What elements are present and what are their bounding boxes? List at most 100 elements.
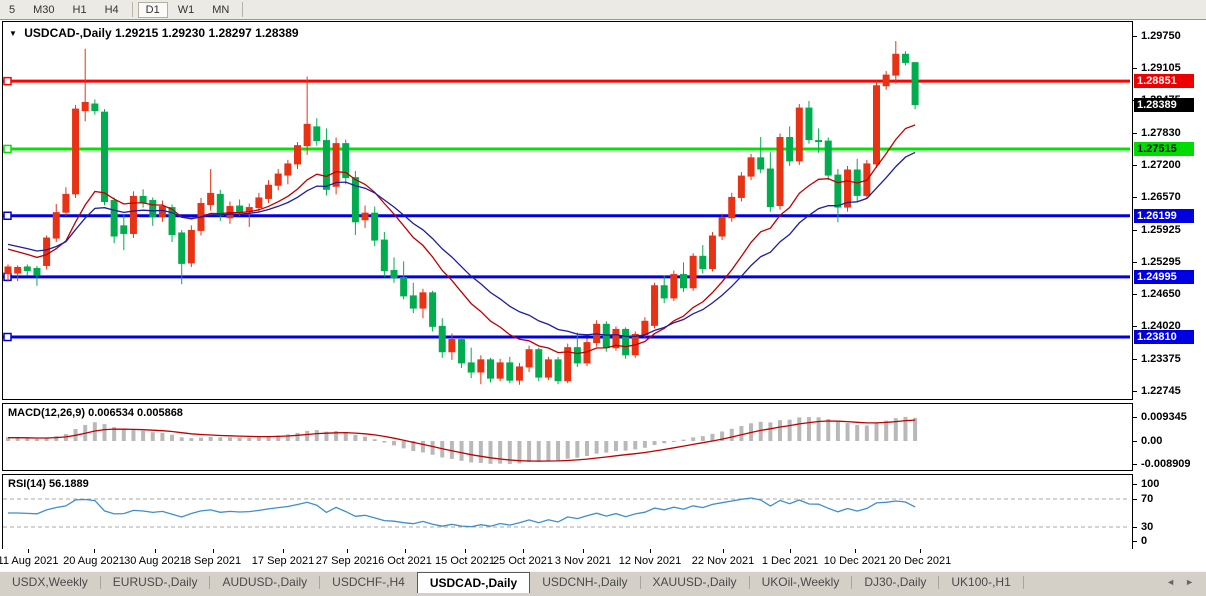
macd-bar — [797, 417, 802, 441]
candle-body — [815, 140, 823, 143]
chart-tab-usdcnh-daily[interactable]: USDCNH-,Daily — [542, 575, 628, 589]
candle-body — [786, 137, 794, 162]
candle-body — [110, 199, 118, 237]
macd-bar — [787, 419, 792, 441]
macd-bar — [256, 437, 261, 441]
macd-bar — [112, 427, 117, 441]
rsi-chart[interactable] — [3, 475, 1130, 548]
horizontal-level-lines[interactable] — [3, 76, 1130, 342]
macd-bar — [247, 437, 252, 441]
candle-body — [699, 255, 707, 269]
axis-tick — [1133, 294, 1137, 296]
candle-body — [72, 108, 80, 195]
candle-body — [207, 192, 215, 206]
time-axis[interactable]: 11 Aug 2021 20 Aug 2021 30 Aug 2021 8 Sep 2… — [0, 549, 1133, 571]
candle-body — [766, 168, 774, 208]
candle-body — [52, 212, 60, 239]
macd-tick-label: 0.00 — [1141, 435, 1163, 447]
candle-body — [43, 237, 51, 266]
macd-bar — [855, 425, 860, 441]
macd-bar — [778, 420, 782, 441]
macd-chart[interactable] — [3, 404, 1130, 468]
macd-bar — [170, 434, 175, 441]
rsi-panel[interactable]: RSI(14) 56.1889 — [2, 474, 1133, 551]
candle-body — [911, 62, 919, 106]
candle-body — [332, 143, 340, 187]
chart-title: ▼ USDCAD-,Daily 1.29215 1.29230 1.28297 … — [9, 26, 299, 40]
level-line-handle[interactable] — [3, 332, 12, 342]
macd-bar — [642, 441, 647, 448]
level-line-handle[interactable] — [3, 211, 12, 221]
toolbar-separator — [242, 2, 244, 17]
macd-bar — [768, 422, 773, 441]
macd-bar — [420, 441, 425, 453]
macd-bar — [633, 441, 638, 450]
date-tick — [523, 549, 524, 553]
candle-body — [458, 339, 466, 364]
timeframe-button-5[interactable]: 5 — [9, 3, 16, 16]
date-tick — [920, 549, 921, 553]
candlestick-chart[interactable] — [3, 22, 1130, 397]
candle-body — [602, 323, 610, 349]
chart-tab-usdchf-h4[interactable]: USDCHF-,H4 — [332, 575, 405, 589]
candle-body — [23, 266, 31, 272]
chart-symbol: USDCAD-,Daily — [24, 26, 112, 40]
chart-tab-xauusd-daily[interactable]: XAUUSD-,Daily — [652, 575, 737, 589]
chart-tab-dj30-daily[interactable]: DJ30-,Daily — [864, 575, 927, 589]
macd-bar — [44, 437, 49, 441]
macd-bar — [806, 417, 811, 441]
chart-tab-uk100-h1[interactable]: UK100-,H1 — [951, 575, 1011, 589]
chart-tab-audusd-daily[interactable]: AUDUSD-,Daily — [222, 575, 308, 589]
candle-body — [178, 232, 186, 264]
tabs-scroll-left-icon[interactable]: ◄ — [1166, 577, 1176, 587]
date-label: 17 Sep 2021 — [251, 555, 315, 567]
price-axis[interactable]: 1.297501.291051.284751.278301.272001.265… — [1133, 20, 1206, 571]
timeframe-button-mn[interactable]: MN — [212, 3, 230, 16]
candle-body — [342, 143, 350, 179]
chart-tab-usdcad-daily[interactable]: USDCAD-,Daily — [416, 572, 531, 593]
candle-body — [525, 349, 533, 368]
candle-body — [351, 177, 359, 223]
candle-body — [651, 285, 659, 326]
date-tick — [347, 549, 348, 553]
date-tick — [465, 549, 466, 553]
chart-tab-usdx-weekly[interactable]: USDX,Weekly — [12, 575, 88, 589]
timeframe-button-h1[interactable]: H1 — [72, 3, 87, 16]
macd-bar — [816, 417, 821, 441]
tabs-scroll-right-icon[interactable]: ► — [1185, 577, 1194, 587]
chart-tab-ukoil-weekly[interactable]: UKOil-,Weekly — [761, 575, 840, 589]
candle-body — [216, 193, 224, 216]
axis-tick — [1133, 229, 1137, 231]
date-label: 27 Sep 2021 — [315, 555, 379, 567]
macd-bar — [478, 441, 483, 463]
timeframe-button-w1[interactable]: W1 — [177, 3, 195, 16]
rsi-tick-label: 30 — [1141, 521, 1154, 533]
candle-body — [120, 225, 128, 234]
macd-bar — [15, 437, 20, 441]
date-label: 3 Nov 2021 — [554, 555, 612, 567]
macd-bar — [845, 422, 850, 441]
candle-body — [274, 173, 282, 186]
candle-body — [409, 295, 417, 309]
level-line-handle[interactable] — [3, 76, 12, 86]
tab-separator — [748, 576, 750, 589]
level-line-handle[interactable] — [3, 144, 12, 154]
price-tick-label: 1.23375 — [1141, 353, 1181, 366]
timeframe-button-m30[interactable]: M30 — [33, 3, 55, 16]
timeframe-button-d1[interactable]: D1 — [137, 1, 168, 18]
macd-bar — [54, 436, 59, 441]
macd-bar — [141, 430, 146, 441]
macd-bar — [227, 437, 232, 441]
macd-bar — [507, 441, 512, 464]
macd-panel[interactable]: MACD(12,26,9) 0.006534 0.005868 — [2, 403, 1133, 471]
axis-tick — [1133, 68, 1137, 70]
chart-tab-eurusd-daily[interactable]: EURUSD-,Daily — [112, 575, 198, 589]
timeframe-button-h4[interactable]: H4 — [104, 3, 119, 16]
price-tick-label: 1.24020 — [1141, 320, 1181, 333]
price-chart-panel[interactable]: ▼ USDCAD-,Daily 1.29215 1.29230 1.28297 … — [2, 21, 1133, 400]
candle-body — [487, 359, 494, 379]
date-tick — [855, 549, 856, 553]
macd-bar — [565, 441, 570, 459]
macd-bar — [729, 428, 734, 441]
chart-dropdown-icon[interactable]: ▼ — [9, 29, 17, 38]
